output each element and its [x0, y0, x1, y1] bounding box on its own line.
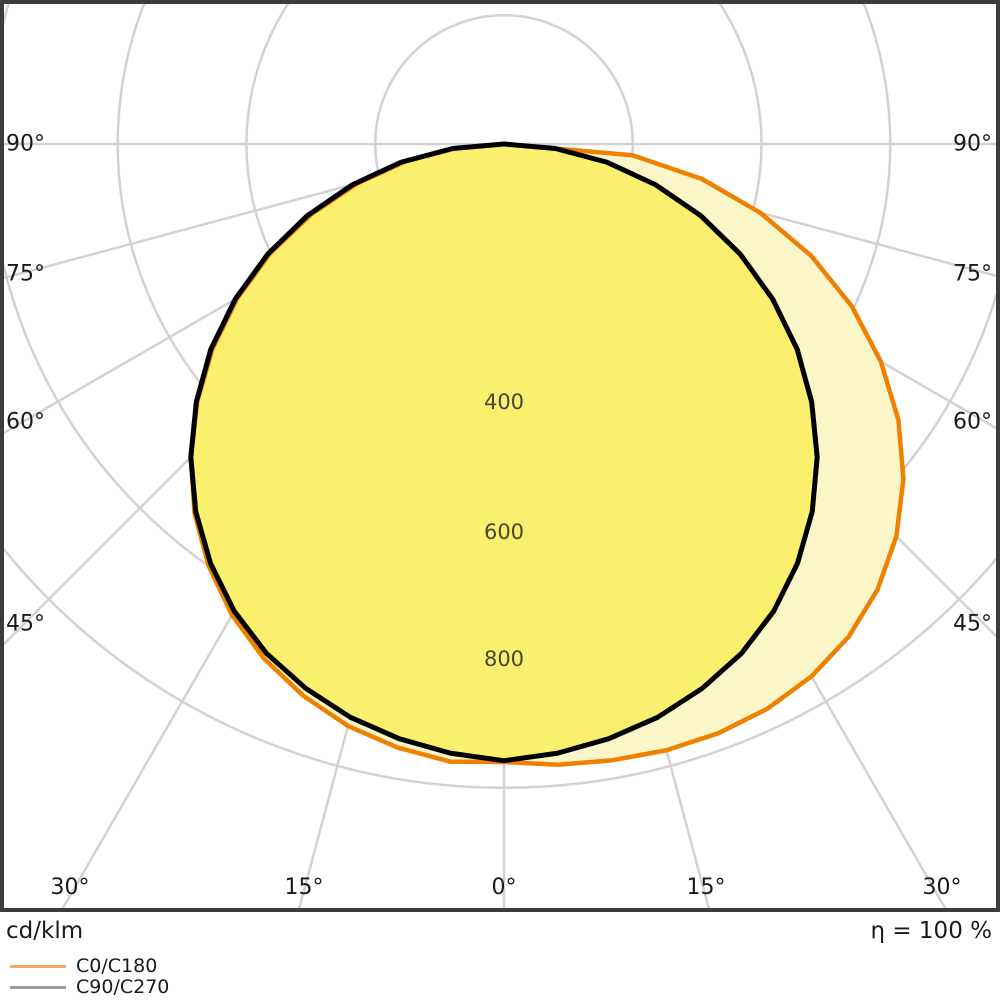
angle-tick-bottom-4: 30° — [922, 875, 962, 900]
angle-tick-left-3: 45° — [6, 611, 45, 637]
plot-frame: 90° 75° 60° 45° 90° 75° 60° 45° 30° 15° 0° 15° 30°… — [0, 0, 1000, 912]
angle-tick-right-1: 75° — [953, 261, 992, 287]
angle-tick-right-3: 45° — [953, 611, 992, 637]
legend-swatch-icon — [10, 986, 66, 989]
chart-footer: cd/klm η = 100 % C0/C180 C90/C270 — [0, 912, 1000, 1000]
radial-tick-600: 600 — [483, 520, 525, 544]
legend-label: C90/C270 — [76, 976, 170, 998]
angle-tick-left-2: 60° — [6, 409, 45, 435]
angle-tick-left-0: 90° — [6, 131, 45, 157]
legend-swatch-icon — [10, 965, 66, 968]
polar-plot-canvas — [4, 4, 996, 908]
efficiency-label: η = 100 % — [870, 918, 992, 944]
legend-item-1[interactable]: C90/C270 — [10, 977, 169, 998]
legend-label: C0/C180 — [76, 955, 158, 977]
angle-tick-bottom-0: 30° — [50, 875, 90, 900]
unit-label: cd/klm — [6, 918, 84, 944]
legend-item-0[interactable]: C0/C180 — [10, 956, 169, 977]
chart-legend: C0/C180 C90/C270 — [10, 956, 169, 998]
angle-tick-bottom-1: 15° — [284, 875, 324, 900]
radial-tick-400: 400 — [483, 390, 525, 414]
angle-tick-right-0: 90° — [953, 131, 992, 157]
grid-spoke — [4, 142, 505, 280]
series-curve-c90-c270 — [188, 141, 820, 764]
radial-tick-800: 800 — [483, 647, 525, 671]
distribution-fill-primary — [190, 144, 818, 761]
angle-tick-right-2: 60° — [953, 409, 992, 435]
angle-tick-left-1: 75° — [6, 261, 45, 287]
angle-tick-bottom-3: 15° — [686, 875, 726, 900]
angle-tick-bottom-2: 0° — [491, 875, 517, 900]
